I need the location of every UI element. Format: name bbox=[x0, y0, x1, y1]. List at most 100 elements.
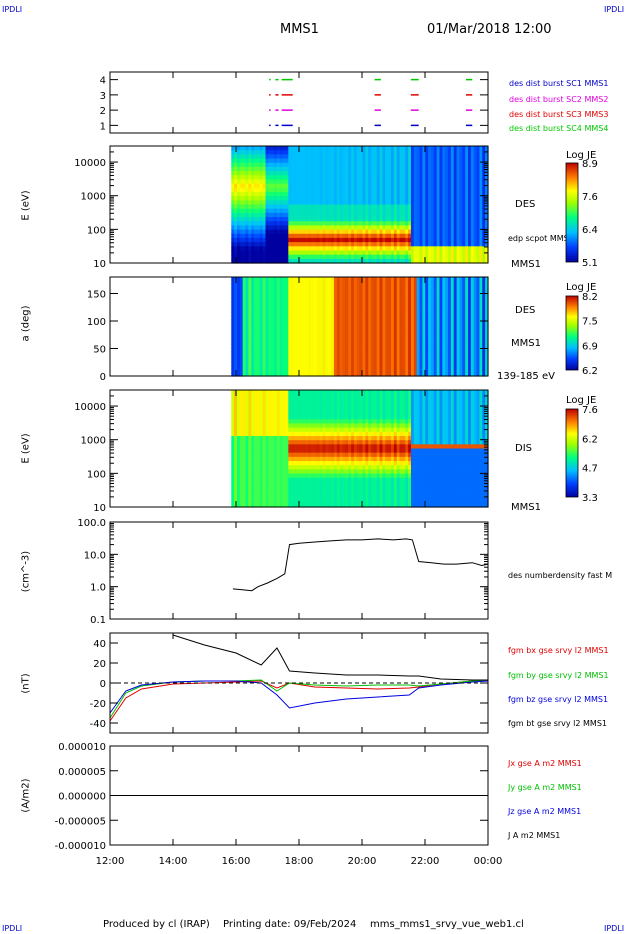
spectrogram-cell-des-energy bbox=[279, 196, 284, 201]
spectrogram-cell-des-energy bbox=[428, 150, 432, 155]
spectrogram-cell-des-pitch bbox=[274, 365, 278, 370]
spectrogram-cell-des-energy bbox=[462, 196, 466, 201]
spectrogram-cell-des-energy bbox=[351, 200, 355, 206]
spectrogram-cell-des-energy bbox=[271, 208, 275, 214]
spectrogram-cell-des-energy bbox=[328, 246, 332, 252]
spectrogram-cell-des-pitch bbox=[331, 330, 335, 335]
spectrogram-cell-des-pitch bbox=[353, 319, 358, 324]
spectrogram-cell-des-energy bbox=[311, 150, 315, 155]
spectrogram-cell-des-pitch bbox=[242, 358, 247, 363]
spectrogram-cell-des-energy bbox=[413, 187, 418, 193]
spectrogram-cell-des-energy bbox=[419, 158, 423, 164]
spectrogram-cell-des-pitch bbox=[345, 326, 349, 331]
label-mms1-2: MMS1 bbox=[511, 338, 541, 349]
spectrogram-cell-des-pitch bbox=[393, 301, 398, 306]
spectrogram-cell-des-pitch bbox=[231, 337, 235, 342]
spectrogram-cell-des-pitch bbox=[276, 347, 281, 352]
spectrogram-cell-des-pitch bbox=[333, 315, 338, 321]
spectrogram-cell-des-energy bbox=[442, 154, 446, 160]
spectrogram-cell-des-pitch bbox=[465, 308, 469, 313]
spectrogram-cell-des-pitch bbox=[439, 344, 443, 349]
spectrogram-cell-des-pitch bbox=[285, 354, 289, 359]
spectrogram-cell-des-energy bbox=[445, 237, 449, 243]
spectrogram-cell-des-pitch bbox=[311, 305, 315, 310]
spectrogram-cell-des-pitch bbox=[379, 315, 384, 321]
spectrogram-cell-des-energy bbox=[345, 250, 349, 256]
spectrogram-cell-des-pitch bbox=[379, 280, 384, 285]
spectrogram-cell-des-energy bbox=[254, 204, 258, 210]
header-spacecraft: MMS1 bbox=[280, 22, 319, 37]
spectrogram-cell-des-energy bbox=[274, 217, 278, 222]
spectrogram-cell-des-energy bbox=[262, 212, 267, 218]
spectrogram-cell-des-energy bbox=[448, 154, 452, 160]
spectrogram-cell-des-pitch bbox=[288, 351, 292, 356]
spectrogram-cell-des-energy bbox=[442, 146, 446, 151]
spectrogram-cell-des-pitch bbox=[382, 291, 386, 296]
spectrogram-cell-des-energy bbox=[485, 233, 489, 239]
spectrogram-cell-des-pitch bbox=[459, 344, 463, 349]
spectrogram-cell-des-pitch bbox=[285, 298, 289, 303]
spectrogram-cell-des-pitch bbox=[282, 312, 287, 317]
spectrogram-cell-des-pitch bbox=[353, 368, 358, 374]
spectrogram-cell-des-pitch bbox=[476, 277, 481, 282]
spectrogram-cell-des-energy bbox=[485, 242, 489, 247]
spectrogram-cell-des-energy bbox=[405, 250, 409, 256]
spectrogram-cell-des-pitch bbox=[328, 340, 332, 345]
spectrogram-cell-des-energy bbox=[299, 254, 304, 260]
spectrogram-cell-des-pitch bbox=[430, 330, 435, 335]
spectrogram-cell-des-pitch bbox=[428, 361, 432, 366]
spectrogram-cell-des-energy bbox=[336, 246, 341, 252]
spectrogram-cell-des-pitch bbox=[462, 280, 466, 285]
spectrogram-cell-des-pitch bbox=[425, 351, 429, 356]
spectrogram-cell-des-pitch bbox=[393, 298, 398, 303]
spectrogram-cell-des-pitch bbox=[445, 340, 449, 345]
spectrogram-cell-des-energy bbox=[462, 166, 466, 172]
spectrogram-cell-des-pitch bbox=[448, 330, 452, 335]
spectrogram-cell-des-energy bbox=[456, 200, 461, 206]
spectrogram-cell-des-energy bbox=[328, 200, 332, 206]
spectrogram-cell-des-pitch bbox=[405, 305, 409, 310]
spectrogram-cell-des-energy bbox=[368, 166, 372, 172]
spectrogram-cell-des-energy bbox=[419, 237, 423, 243]
spectrogram-cell-des-energy bbox=[296, 171, 301, 176]
spectrogram-cell-des-energy bbox=[422, 191, 426, 197]
spectrogram-cell-des-energy bbox=[279, 242, 284, 247]
spectrogram-cell-des-pitch bbox=[410, 337, 415, 342]
spectrogram-cell-des-energy bbox=[274, 221, 278, 226]
spectrogram-cell-des-energy bbox=[265, 179, 269, 185]
spectrogram-cell-des-energy bbox=[479, 154, 483, 160]
spectrogram-cell-des-pitch bbox=[410, 351, 415, 356]
spectrogram-cell-des-pitch bbox=[376, 368, 381, 374]
spectrogram-cell-des-energy bbox=[313, 208, 318, 214]
spectrogram-cell-des-energy bbox=[236, 175, 241, 181]
spectrogram-cell-des-energy bbox=[365, 225, 369, 231]
spectrogram-cell-des-pitch bbox=[425, 326, 429, 331]
spectrogram-cell-des-pitch bbox=[430, 291, 435, 296]
spectrogram-cell-des-pitch bbox=[353, 301, 358, 306]
spectrogram-cell-des-pitch bbox=[296, 333, 301, 338]
spectrogram-cell-des-energy bbox=[371, 233, 375, 239]
spectrogram-cell-des-energy bbox=[288, 196, 292, 201]
spectrogram-cell-des-pitch bbox=[419, 294, 423, 299]
spectrogram-cell-des-energy bbox=[322, 158, 327, 164]
spectrogram-cell-des-energy bbox=[399, 162, 404, 168]
spectrogram-cell-des-pitch bbox=[299, 365, 304, 370]
spectrogram-cell-des-pitch bbox=[236, 294, 241, 299]
spectrogram-cell-des-energy bbox=[476, 200, 481, 206]
spectrogram-cell-des-energy bbox=[296, 166, 301, 172]
spectrogram-cell-des-energy bbox=[322, 146, 327, 151]
spectrogram-cell-des-pitch bbox=[456, 365, 461, 370]
spectrogram-cell-des-pitch bbox=[413, 347, 418, 352]
spectrogram-cell-des-pitch bbox=[373, 330, 378, 335]
spectrogram-cell-des-pitch bbox=[445, 326, 449, 331]
spectrogram-cell-des-pitch bbox=[259, 312, 264, 317]
spectrogram-cell-des-pitch bbox=[405, 284, 409, 289]
spectrogram-cell-des-energy bbox=[473, 212, 478, 218]
spectrogram-cell-des-energy bbox=[296, 208, 301, 214]
spectrogram-cell-des-pitch bbox=[274, 305, 278, 310]
spectrogram-cell-des-pitch bbox=[470, 330, 475, 335]
spectrogram-cell-des-energy bbox=[413, 191, 418, 197]
spectrogram-cell-des-pitch bbox=[302, 287, 307, 292]
spectrogram-cell-des-pitch bbox=[331, 358, 335, 363]
spectrogram-cell-des-energy bbox=[254, 183, 258, 189]
